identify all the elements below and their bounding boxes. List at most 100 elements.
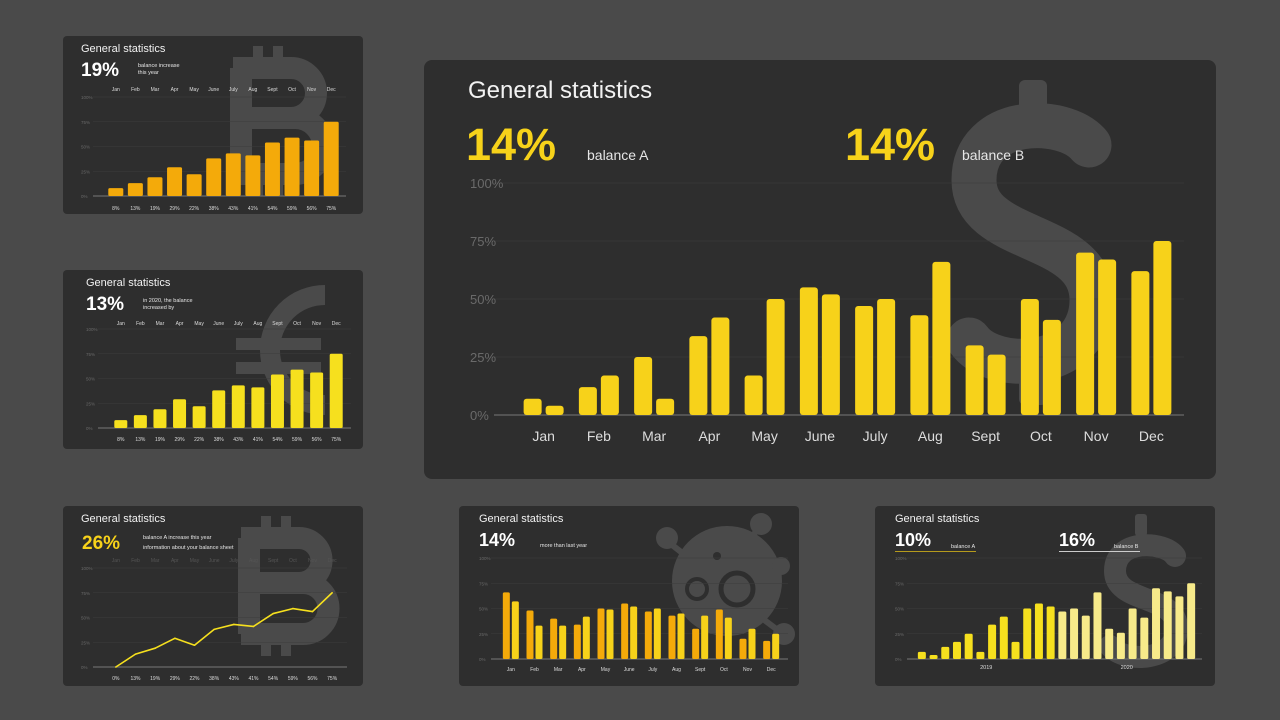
data-label: 56% <box>312 437 323 443</box>
x-category-label: Aug <box>249 558 258 564</box>
bar <box>606 609 614 659</box>
plot-area: 0% 25% 50% 75% 100% Jan Feb Mar Apr May June July Au… <box>470 176 1184 444</box>
bar <box>744 375 763 415</box>
x-category-label: Jan <box>507 667 515 673</box>
data-point <box>213 628 215 631</box>
chart-panel-main: General statistics 14% balance A 14% bal… <box>424 60 1216 479</box>
data-label: 13% <box>135 437 146 443</box>
data-label: 13% <box>130 676 141 682</box>
kpi-description: more than last year <box>540 543 587 549</box>
bar <box>653 608 661 659</box>
bar <box>692 628 700 659</box>
data-label: 19% <box>150 206 161 212</box>
bar <box>535 625 543 659</box>
data-label: 75% <box>331 437 342 443</box>
y-tick-label: 75% <box>895 581 904 586</box>
kpi-value-a: 14% <box>466 119 556 170</box>
data-label: 43% <box>229 676 240 682</box>
x-category-label: Dec <box>767 667 776 673</box>
y-tick-label: 100% <box>86 327 98 332</box>
bar <box>582 616 590 659</box>
kpi-label-b: balance B <box>1114 544 1139 550</box>
bar <box>600 375 619 415</box>
chart-panel-bitcoin-bars: General statistics 19% balance increase … <box>63 36 363 214</box>
x-category-label: June <box>213 321 224 327</box>
x-category-label: July <box>648 667 657 673</box>
x-category-label: Nov <box>1084 428 1109 444</box>
data-label: 59% <box>292 437 303 443</box>
bar <box>1081 615 1090 659</box>
x-category-label: Apr <box>176 321 184 327</box>
y-tick-label: 50% <box>86 377 95 382</box>
bar <box>1020 299 1039 415</box>
bar <box>1070 608 1079 659</box>
kpi-label-b: balance B <box>962 147 1024 163</box>
x-category-label: Aug <box>918 428 943 444</box>
chart-title: General statistics <box>479 513 564 525</box>
x-category-label: July <box>229 87 238 93</box>
bar <box>597 608 605 659</box>
data-label: 54% <box>272 437 283 443</box>
plot-area: 0% 25% 50% 75% 100% Jan 8% Feb 13% Mar 19% Apr 29% Ma… <box>81 87 346 212</box>
chart-panel-bitcoin-line: General statistics 26% balance A increas… <box>63 506 363 686</box>
y-tick-label: 0% <box>81 194 88 199</box>
x-category-label: June <box>208 87 219 93</box>
bar <box>304 140 320 196</box>
x-category-label: Oct <box>288 87 296 93</box>
chart-svg: General statistics 19% balance increase … <box>81 43 346 212</box>
bar <box>932 261 951 415</box>
kpi-description: balance A increase this year <box>143 535 212 541</box>
bar <box>127 183 143 196</box>
kpi-description: increased by <box>143 305 174 311</box>
bar <box>952 641 961 659</box>
data-point <box>311 610 314 613</box>
data-label: 54% <box>267 206 278 212</box>
bar <box>147 177 163 196</box>
bar <box>941 646 950 659</box>
y-tick-label: 75% <box>479 581 488 586</box>
data-label: 22% <box>189 676 200 682</box>
x-category-label: Jan <box>112 87 120 93</box>
x-category-label: Nov <box>308 558 317 564</box>
y-tick-label: 100% <box>81 95 93 100</box>
data-label: 19% <box>155 437 166 443</box>
data-label: 29% <box>170 676 181 682</box>
chart-svg: General statistics 13% in 2020, the bala… <box>86 277 351 443</box>
bar <box>644 611 652 659</box>
kpi-description: balance increase <box>138 63 180 69</box>
bar <box>578 387 597 415</box>
chart-title: General statistics <box>895 513 980 525</box>
x-category-label: Mar <box>156 321 165 327</box>
bar <box>877 299 896 415</box>
kpi-value: 14% <box>479 530 515 550</box>
kpi-value-b: 16% <box>1059 530 1095 550</box>
y-tick-label: 50% <box>479 607 488 612</box>
x-category-label: Feb <box>587 428 611 444</box>
x-category-label: Feb <box>136 321 145 327</box>
data-label: 38% <box>209 676 220 682</box>
bar <box>976 651 985 659</box>
y-tick-label: 25% <box>895 632 904 637</box>
bar <box>573 624 581 659</box>
bar <box>748 628 756 659</box>
x-category-label: Dec <box>1139 428 1164 444</box>
chart-svg: General statistics 14% more than last ye… <box>479 513 795 673</box>
y-tick-label: 100% <box>81 566 93 571</box>
bar <box>502 592 510 659</box>
bar <box>799 287 818 415</box>
x-category-label: Sept <box>971 428 1000 444</box>
bar <box>917 651 926 659</box>
data-point <box>331 591 333 594</box>
bar <box>910 315 929 415</box>
data-label: 22% <box>189 206 200 212</box>
bar <box>545 405 564 415</box>
bar <box>225 153 241 196</box>
bar <box>711 317 730 415</box>
data-label: 13% <box>130 206 141 212</box>
chart-svg: General statistics 10% balance A 16% bal… <box>895 513 1202 671</box>
bar <box>1034 603 1043 659</box>
plot-area: 0% 25% 50% 75% 100% Jan Feb Mar Apr May June July Au… <box>479 556 788 673</box>
bar <box>290 369 304 428</box>
bar <box>206 158 222 196</box>
chart-panel-euro-bars: General statistics 13% in 2020, the bala… <box>63 270 363 449</box>
